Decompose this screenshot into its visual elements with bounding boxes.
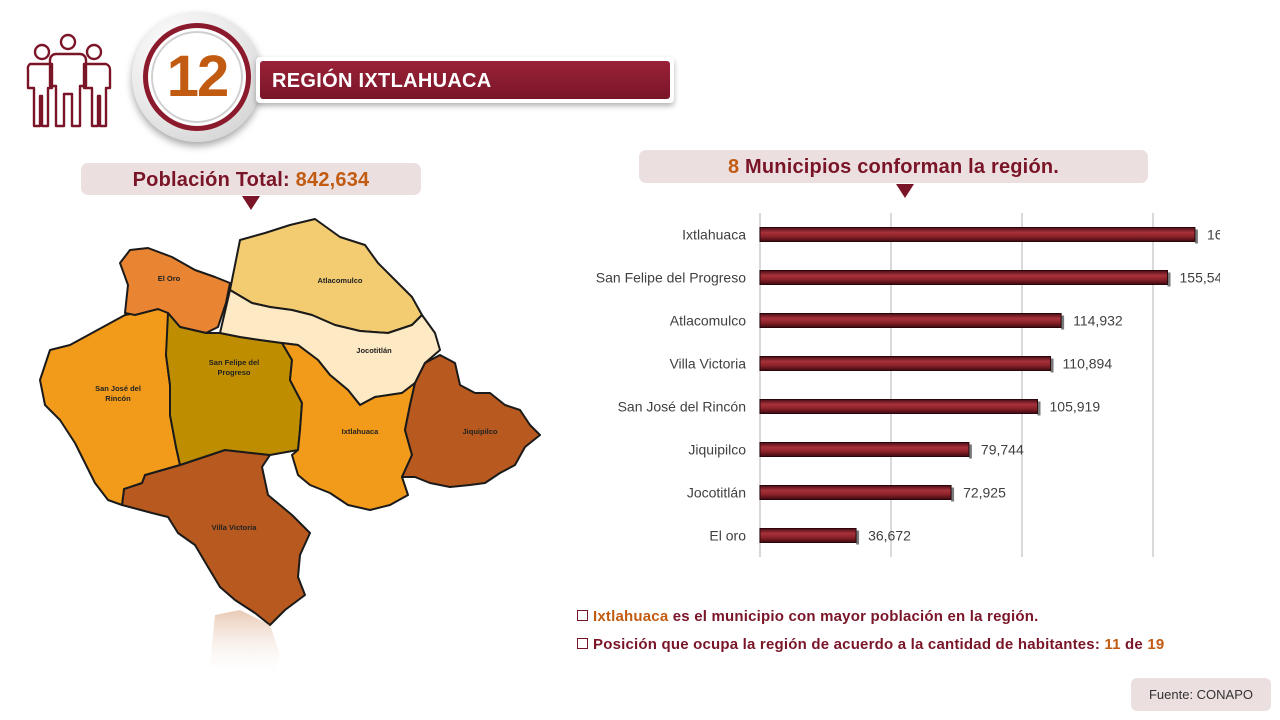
- bar-shadow: [951, 487, 955, 502]
- map-label-atlacomulco: Atlacomulco: [317, 276, 362, 285]
- map-label-san-jose-1: San José del: [95, 384, 141, 393]
- bar-shadow: [1037, 401, 1041, 416]
- municipalities-label: Municipios conforman la región.: [745, 156, 1060, 178]
- map-villa-victoria: [121, 449, 311, 626]
- category-label: San Felipe del Progreso: [596, 270, 746, 286]
- note2-rank: 11: [1104, 636, 1121, 653]
- population-bar-chart: Ixtlahuaca 166,008 San Felipe del Progreso…: [596, 213, 1220, 557]
- note2-total: 19: [1147, 636, 1165, 653]
- map-label-villa-victoria: Villa Victoria: [212, 523, 258, 532]
- bar-shadow: [856, 530, 860, 545]
- map-ixtlahuaca: [281, 342, 416, 511]
- category-label: Jiquipilco: [688, 442, 746, 458]
- map-label-san-jose-2: Rincón: [105, 394, 131, 403]
- value-label: 79,744: [981, 442, 1024, 458]
- note1-text: es el municipio con mayor población en l…: [668, 608, 1039, 625]
- note2-text: Posición que ocupa la región de acuerdo …: [593, 636, 1105, 653]
- population-total: Población Total: 842,634: [81, 163, 421, 195]
- bar-shadow: [968, 444, 972, 459]
- note1-highlight: Ixtlahuaca: [593, 608, 669, 625]
- category-label: El oro: [709, 528, 746, 544]
- population-pointer-icon: [242, 196, 260, 210]
- bar-shadow: [1061, 315, 1065, 330]
- region-map: El Oro Atlacomulco Jocotitlán San Felipe…: [39, 218, 541, 680]
- category-label: Atlacomulco: [670, 313, 746, 329]
- category-label: Ixtlahuaca: [682, 227, 746, 243]
- bar-ixtlahuaca: [759, 227, 1196, 242]
- value-label: 36,672: [868, 528, 911, 544]
- source-box: [1131, 678, 1271, 711]
- checkbox-bullet-icon: [577, 638, 588, 649]
- value-label: 72,925: [963, 485, 1006, 501]
- note2-of: de: [1120, 636, 1148, 653]
- map-label-ixtlahuaca: Ixtlahuaca: [342, 427, 380, 436]
- region-number: 12: [166, 44, 230, 109]
- bar-shadow: [1167, 272, 1171, 287]
- category-label: San José del Rincón: [618, 399, 746, 415]
- bar-shadow: [1050, 358, 1054, 373]
- value-label: 105,919: [1050, 399, 1101, 415]
- municipalities-heading: 8 Municipios conforman la región.: [639, 150, 1148, 183]
- map-jiquipilco: [401, 354, 541, 488]
- bar-san-jos-del-rinc-n: [759, 399, 1039, 414]
- value-label: 114,932: [1073, 313, 1123, 329]
- map-label-el-oro: El Oro: [158, 274, 181, 283]
- population-label: Población Total:: [132, 169, 290, 191]
- category-label: Villa Victoria: [669, 356, 746, 372]
- bar-shadow: [1194, 229, 1198, 244]
- map-label-san-felipe-2: Progreso: [218, 368, 251, 377]
- people-icon: [26, 33, 112, 128]
- bar-el-oro: [759, 528, 857, 543]
- map-el-oro: [119, 247, 231, 334]
- region-badge-ring: [143, 23, 251, 131]
- municipalities-pointer-icon: [896, 184, 914, 198]
- municipalities-pill: [639, 150, 1148, 183]
- population-pill: [81, 163, 421, 195]
- bar-jocotitl-n: [759, 485, 952, 500]
- value-label: 155,540: [1180, 270, 1220, 286]
- value-label: 110,894: [1063, 356, 1113, 372]
- checkbox-bullet-icon: [577, 610, 588, 621]
- municipalities-count: 8: [727, 156, 740, 178]
- category-label: Jocotitlán: [687, 485, 746, 501]
- map-label-jiquipilco: Jiquipilco: [462, 427, 497, 436]
- note-region-rank: Posición que ocupa la región de acuerdo …: [577, 636, 1164, 653]
- population-value: 842,634: [295, 169, 370, 191]
- title-bar-fill: [260, 61, 670, 99]
- source-text: Fuente: CONAPO: [1148, 687, 1254, 702]
- map-label-jocotitlan: Jocotitlán: [356, 346, 392, 355]
- note-highest-population: Ixtlahuaca es el municipio con mayor pob…: [577, 608, 1038, 625]
- region-title: REGIÓN IXTLAHUACA: [272, 70, 492, 92]
- bar-jiquipilco: [759, 442, 970, 457]
- map-label-san-felipe-1: San Felipe del: [209, 358, 259, 367]
- bar-atlacomulco: [759, 313, 1062, 328]
- bar-villa-victoria: [759, 356, 1052, 371]
- value-label: 166,008: [1207, 227, 1220, 243]
- bar-san-felipe-del-progreso: [759, 270, 1169, 285]
